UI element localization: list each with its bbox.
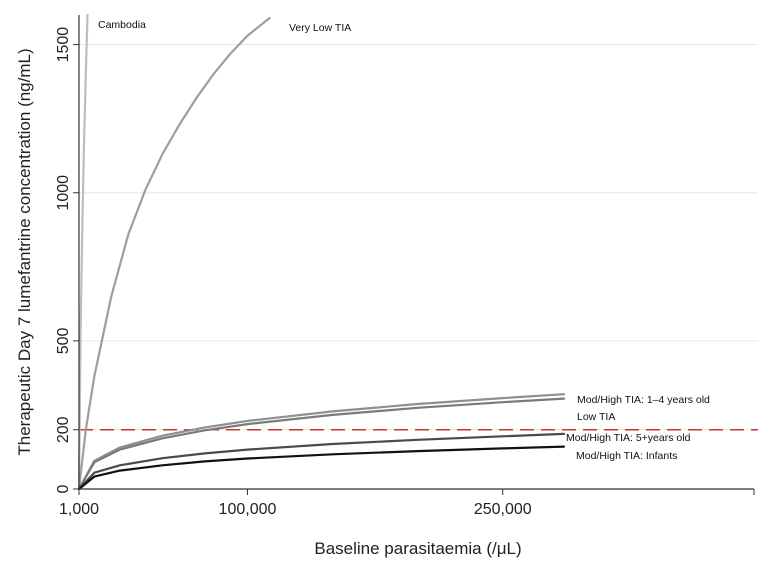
y-tick-label: 200 — [55, 416, 72, 443]
series-group — [77, 13, 566, 491]
series-line-5 — [77, 445, 566, 491]
series-line-4 — [77, 432, 566, 491]
y-tick-label: 1500 — [55, 27, 72, 63]
x-tick-label: 1,000 — [59, 501, 99, 518]
grid — [79, 44, 758, 431]
y-tick-label: 0 — [55, 484, 72, 493]
y-axis-title: Therapeutic Day 7 lumefantrine concentra… — [15, 48, 34, 455]
series-line-2 — [77, 393, 566, 491]
series-label: Mod/High TIA: Infants — [576, 450, 677, 462]
y-tick-label: 1000 — [55, 175, 72, 211]
series-label: Very Low TIA — [289, 22, 351, 34]
series-line-0 — [77, 13, 89, 491]
series-label: Cambodia — [98, 19, 146, 31]
series-labels: Cambodia Very Low TIA Mod/High TIA: 1–4 ye… — [98, 19, 710, 462]
series-label: Mod/High TIA: 1–4 years old — [577, 394, 710, 406]
y-tick-label: 500 — [55, 327, 72, 354]
x-axis-title: Baseline parasitaemia (/μL) — [314, 539, 521, 558]
series-line-3 — [77, 397, 566, 491]
series-label: Mod/High TIA: 5+years old — [566, 432, 691, 444]
series-line-1 — [77, 16, 271, 491]
axes: 0 200 500 1000 1500 1,000 100,000 250,000 — [55, 15, 755, 518]
x-tick-label: 250,000 — [474, 501, 532, 518]
series-label: Low TIA — [577, 411, 615, 423]
x-tick-label: 100,000 — [219, 501, 277, 518]
